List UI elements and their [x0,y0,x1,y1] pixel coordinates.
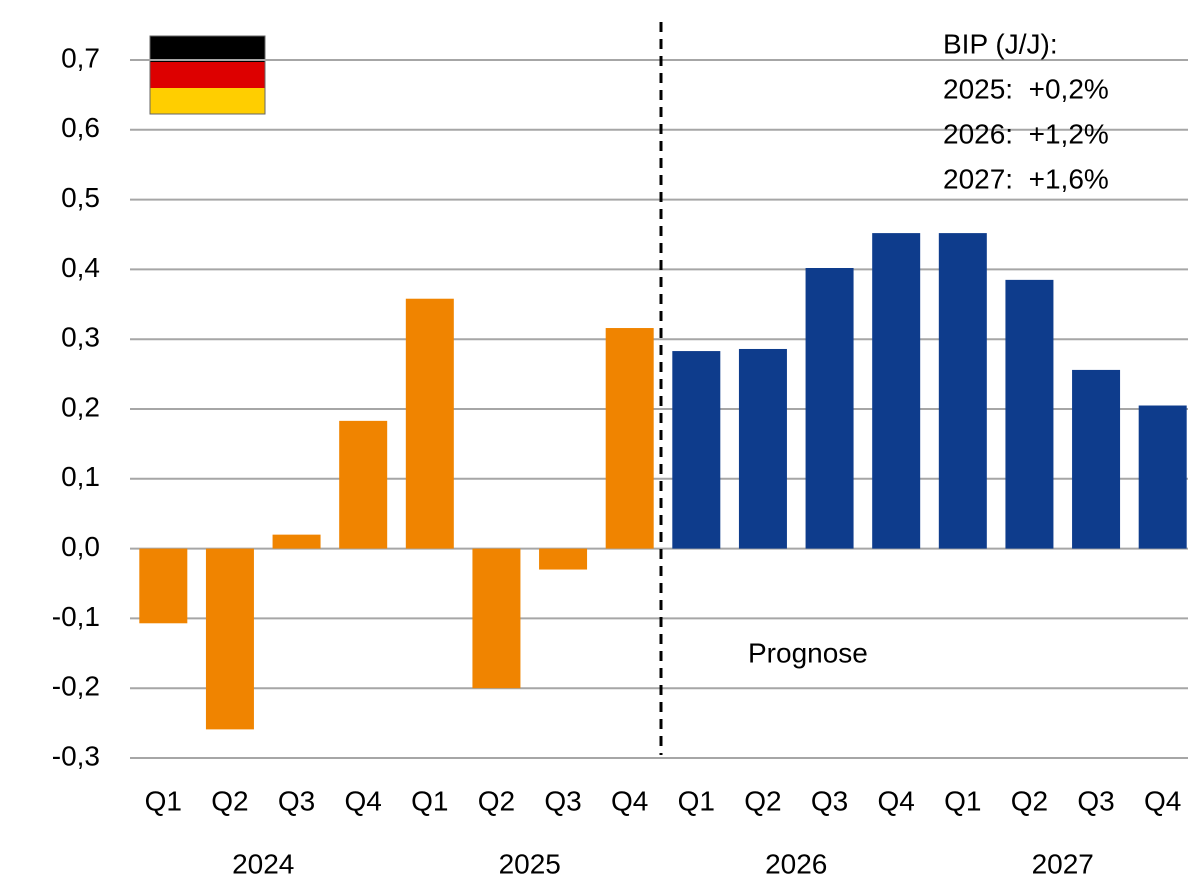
bar [872,233,921,549]
y-tick-label: 0,2 [61,391,100,422]
x-tick-label: Q2 [478,785,515,816]
y-tick-label: 0,4 [61,252,100,283]
x-tick-label: Q2 [211,785,248,816]
x-tick-label: Q1 [944,785,981,816]
flag-red [150,62,265,88]
annotation: 2026: +1,2% [943,118,1109,149]
y-tick-label: 0,1 [61,461,100,492]
bar [339,420,388,549]
y-tick-label: 0,6 [61,112,100,143]
bar [472,548,521,689]
x-tick-label: Q4 [878,785,915,816]
x-tick-label: Q2 [744,785,781,816]
x-tick-label: Q4 [345,785,382,816]
x-tick-label: Q2 [1011,785,1048,816]
bar [539,548,588,570]
group-label: 2026 [765,848,827,879]
y-tick-label: 0,7 [61,42,100,73]
flag [149,35,266,115]
x-tick-label: Q1 [411,785,448,816]
x-tick-label: Q4 [1144,785,1181,816]
group-label: 2024 [232,848,294,879]
bar [405,298,454,549]
bar [1072,369,1121,549]
bar [938,233,987,549]
x-tick-label: Q3 [1077,785,1114,816]
y-tick-label: -0,1 [52,601,100,632]
bar [672,351,721,549]
annotation: BIP (J/J): [943,28,1058,59]
x-tick-label: Q3 [811,785,848,816]
bar [205,548,254,730]
annotation: 2027: +1,6% [943,163,1109,194]
y-tick-label: -0,3 [52,740,100,771]
bar [738,348,787,549]
x-tick-label: Q4 [611,785,648,816]
bar [1005,279,1054,549]
bar [139,548,188,624]
annotation: Prognose [748,637,868,668]
y-tick-label: -0,2 [52,671,100,702]
bar [272,534,321,549]
bar [1138,405,1187,549]
bar [805,268,854,549]
x-tick-label: Q1 [145,785,182,816]
y-tick-label: 0,0 [61,531,100,562]
x-tick-label: Q1 [678,785,715,816]
flag-border [149,35,266,115]
y-tick-label: 0,3 [61,322,100,353]
y-tick-label: 0,5 [61,182,100,213]
group-label: 2025 [499,848,561,879]
x-tick-label: Q3 [278,785,315,816]
group-label: 2027 [1032,848,1094,879]
flag-black [150,36,265,62]
annotation: 2025: +0,2% [943,73,1109,104]
bar [605,328,654,549]
x-tick-label: Q3 [544,785,581,816]
flag-gold [150,88,265,114]
